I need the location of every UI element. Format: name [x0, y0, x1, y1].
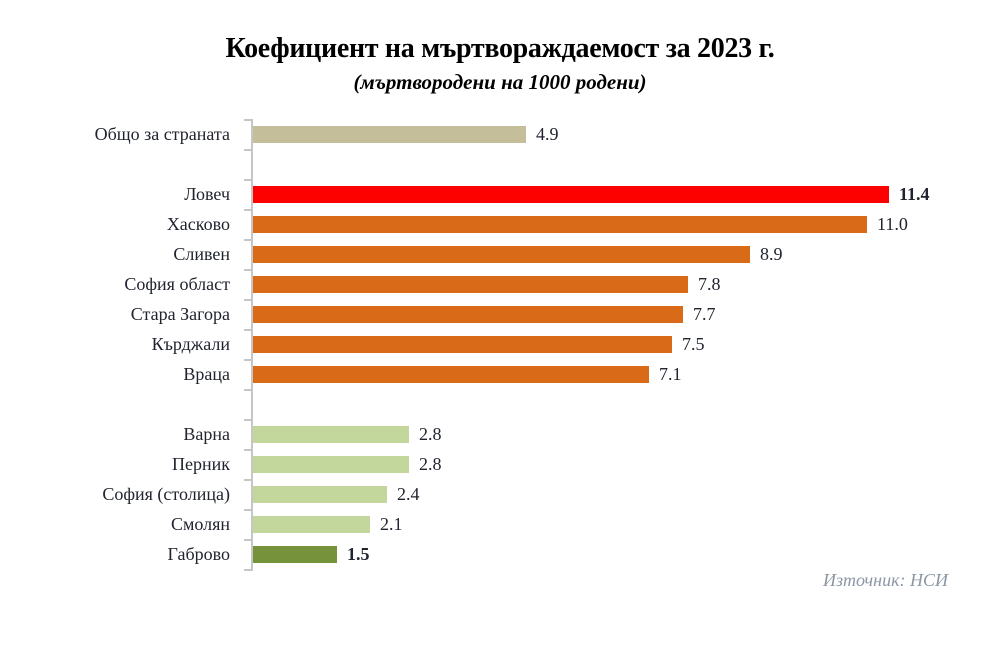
- bar-row: Сливен 8.9: [8, 239, 1000, 269]
- value-label: 11.0: [877, 213, 908, 234]
- bar-track: 11.4: [244, 184, 1000, 205]
- bar-row: София (столица) 2.4: [8, 479, 1000, 509]
- bar-row: Враца 7.1: [8, 359, 1000, 389]
- value-label: 7.5: [682, 333, 705, 354]
- value-label: 2.1: [380, 513, 403, 534]
- bar: [253, 125, 526, 143]
- bar-track: 7.7: [244, 304, 1000, 325]
- bar: [253, 425, 409, 443]
- spacer-row: [8, 149, 1000, 179]
- category-label: Враца: [183, 364, 230, 384]
- bar-row: Кърджали 7.5: [8, 329, 1000, 359]
- bar-plot: Общо за страната 4.9 Ловеч 11.4 Хасково 11.0 С…: [8, 119, 1000, 571]
- category-label: София (столица): [102, 484, 230, 504]
- bar-track: 7.8: [244, 274, 1000, 295]
- bar-track: 7.1: [244, 364, 1000, 385]
- bar-track: 2.1: [244, 514, 1000, 535]
- value-label: 1.5: [347, 543, 370, 564]
- bar-track: 7.5: [244, 334, 1000, 355]
- chart-title: Коефициент на мъртвораждаемост за 2023 г…: [225, 33, 775, 64]
- value-label: 2.8: [419, 453, 442, 474]
- bar: [253, 365, 649, 383]
- bar-track: 2.8: [244, 424, 1000, 445]
- y-axis-line: [244, 119, 253, 571]
- category-label: Стара Загора: [130, 304, 230, 324]
- bar: [253, 485, 387, 503]
- bar-track: 2.4: [244, 484, 1000, 505]
- category-label: Перник: [172, 454, 230, 474]
- bar: [253, 185, 889, 203]
- bar-row: София област 7.8: [8, 269, 1000, 299]
- category-label: Смолян: [170, 514, 230, 534]
- bar: [253, 305, 683, 323]
- bar-row: Общо за страната 4.9: [8, 119, 1000, 149]
- bar-track: 8.9: [244, 244, 1000, 265]
- bar-row: Перник 2.8: [8, 449, 1000, 479]
- spacer-row: [8, 389, 1000, 419]
- bar-track: 2.8: [244, 454, 1000, 475]
- bar-row: Хасково 11.0: [8, 209, 1000, 239]
- category-label: Ловеч: [184, 184, 230, 204]
- category-label: София област: [124, 274, 230, 294]
- bar: [253, 545, 337, 563]
- value-label: 7.8: [698, 273, 721, 294]
- bar-row: Варна 2.8: [8, 419, 1000, 449]
- bar-row: Смолян 2.1: [8, 509, 1000, 539]
- source-note: Източник: НСИ: [823, 570, 948, 590]
- bar: [253, 245, 750, 263]
- value-label: 11.4: [899, 183, 930, 204]
- bar-track: 11.0: [244, 214, 1000, 235]
- value-label: 7.7: [693, 303, 716, 324]
- category-label: Габрово: [167, 544, 230, 564]
- bar-row: Ловеч 11.4: [8, 179, 1000, 209]
- chart-subtitle: (мъртвородени на 1000 родени): [353, 70, 647, 94]
- bar-row: Стара Загора 7.7: [8, 299, 1000, 329]
- bar: [253, 455, 409, 473]
- rows: Общо за страната 4.9 Ловеч 11.4 Хасково 11.0 С…: [8, 119, 1000, 569]
- bar: [253, 515, 370, 533]
- category-label: Сливен: [173, 244, 230, 264]
- bar: [253, 335, 672, 353]
- category-label: Хасково: [166, 214, 230, 234]
- bar-row: Габрово 1.5: [8, 539, 1000, 569]
- value-label: 2.4: [397, 483, 420, 504]
- value-label: 2.8: [419, 423, 442, 444]
- bar-track: 4.9: [244, 124, 1000, 145]
- bar: [253, 215, 867, 233]
- category-label: Общо за страната: [94, 124, 230, 144]
- value-label: 4.9: [536, 123, 559, 144]
- bar-track: 1.5: [244, 544, 1000, 565]
- category-label: Кърджали: [151, 334, 230, 354]
- value-label: 7.1: [659, 363, 682, 384]
- value-label: 8.9: [760, 243, 783, 264]
- bar: [253, 275, 688, 293]
- category-label: Варна: [183, 424, 230, 444]
